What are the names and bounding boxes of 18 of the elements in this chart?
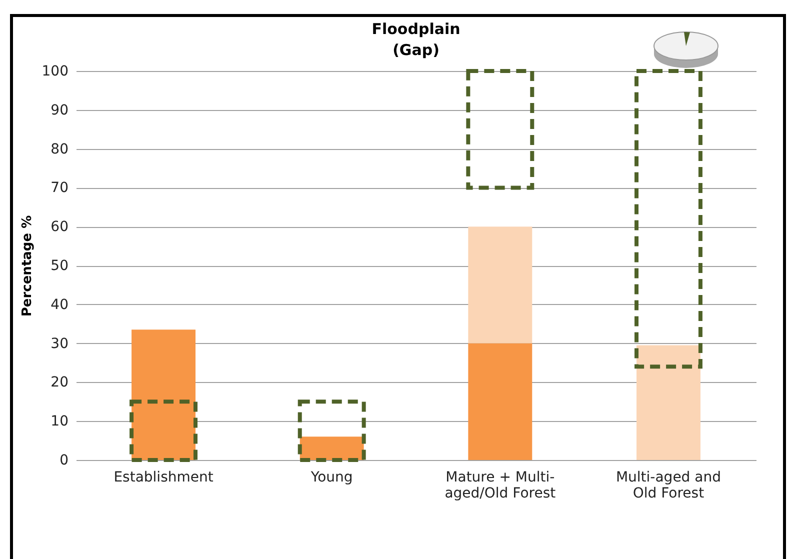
- x-tick-label: Young: [310, 470, 353, 486]
- y-tick-label: 20: [50, 374, 68, 391]
- chart-subtitle: (Gap): [392, 41, 440, 59]
- y-tick-label: 50: [50, 258, 68, 274]
- y-tick-label: 90: [50, 102, 68, 118]
- y-axis-title: Percentage %: [20, 215, 35, 317]
- y-tick-label: 100: [42, 64, 68, 80]
- y-tick-label: 70: [50, 180, 68, 196]
- x-tick-label: Multi-aged and Old Forest: [616, 470, 721, 502]
- x-tick-label: Establishment: [114, 470, 214, 486]
- y-tick-label: 0: [60, 452, 68, 468]
- y-tick-label: 10: [50, 414, 68, 430]
- chart-title: Floodplain: [372, 20, 460, 38]
- y-tick-label: 60: [50, 219, 68, 236]
- y-tick-label: 30: [50, 336, 68, 352]
- y-tick-label: 80: [50, 141, 68, 158]
- y-tick-label: 40: [50, 296, 68, 313]
- x-tick-label: Mature + Multi-aged/Old Forest: [444, 470, 556, 502]
